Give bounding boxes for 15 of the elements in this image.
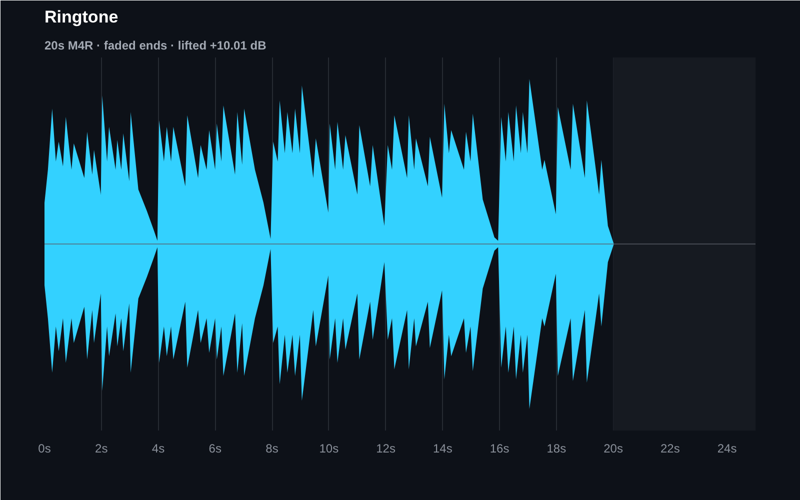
x-tick-label: 24s xyxy=(717,442,737,456)
chart-subtitle: 20s M4R · faded ends · lifted +10.01 dB xyxy=(44,38,267,52)
x-tick-label: 6s xyxy=(208,442,222,456)
x-tick-label: 2s xyxy=(95,442,108,456)
x-tick-label: 18s xyxy=(546,442,566,456)
x-tick-label: 20s xyxy=(604,442,623,456)
x-tick-label: 16s xyxy=(490,442,510,456)
x-tick-label: 12s xyxy=(376,442,396,456)
x-tick-label: 14s xyxy=(432,442,452,456)
x-tick-label: 10s xyxy=(319,442,339,456)
x-tick-label: 0s xyxy=(38,442,51,456)
x-tick-label: 8s xyxy=(266,442,278,456)
chart-title: Ringtone xyxy=(44,8,118,26)
x-tick-label: 4s xyxy=(152,442,165,456)
x-tick-label: 22s xyxy=(660,442,680,456)
